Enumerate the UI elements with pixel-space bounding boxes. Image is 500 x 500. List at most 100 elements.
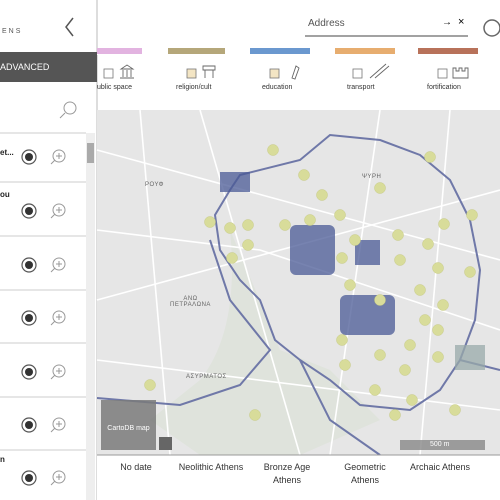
logo: ENS bbox=[2, 28, 23, 35]
checkbox[interactable] bbox=[103, 68, 114, 79]
site[interactable] bbox=[389, 409, 401, 421]
site[interactable] bbox=[226, 252, 238, 264]
radio-dot bbox=[25, 474, 33, 482]
map-label: ΑΣΥΡΜΑΤΟΣ bbox=[186, 374, 227, 380]
zoom-icon bbox=[50, 314, 62, 326]
site[interactable] bbox=[298, 169, 310, 181]
zoom-icon bbox=[50, 474, 62, 486]
site[interactable] bbox=[464, 266, 476, 278]
site[interactable] bbox=[414, 284, 426, 296]
period[interactable]: No date bbox=[120, 462, 152, 472]
zoom-icon[interactable] bbox=[52, 417, 66, 431]
checkbox[interactable] bbox=[269, 68, 280, 79]
scroll-thumb[interactable] bbox=[87, 143, 94, 163]
checkbox[interactable] bbox=[352, 68, 363, 79]
radio-dot bbox=[25, 207, 33, 215]
go-button[interactable]: → bbox=[442, 17, 452, 28]
site[interactable] bbox=[374, 349, 386, 361]
map-label: ΡΟΥΦ bbox=[145, 182, 164, 188]
settings-button[interactable] bbox=[159, 437, 172, 450]
site[interactable] bbox=[419, 314, 431, 326]
zoom-icon[interactable] bbox=[52, 203, 66, 217]
category-label[interactable]: education bbox=[262, 84, 293, 91]
site[interactable] bbox=[336, 252, 348, 264]
zoom-icon[interactable] bbox=[52, 257, 66, 271]
site[interactable] bbox=[344, 279, 356, 291]
sidebar bbox=[0, 0, 97, 500]
basemap-switch[interactable] bbox=[101, 400, 156, 450]
category-label[interactable]: transport bbox=[347, 84, 375, 91]
site[interactable] bbox=[404, 339, 416, 351]
site[interactable] bbox=[432, 351, 444, 363]
site[interactable] bbox=[432, 262, 444, 274]
zoom-icon[interactable] bbox=[52, 149, 66, 163]
radio-dot bbox=[25, 314, 33, 322]
site[interactable] bbox=[249, 409, 261, 421]
site[interactable] bbox=[466, 209, 478, 221]
attribution[interactable]: CartoDB map bbox=[107, 425, 150, 432]
icon bbox=[291, 65, 300, 80]
zoom-icon[interactable] bbox=[52, 364, 66, 378]
period[interactable]: Geometric Athens bbox=[344, 462, 386, 485]
site[interactable] bbox=[392, 229, 404, 241]
site[interactable] bbox=[424, 151, 436, 163]
site[interactable] bbox=[399, 364, 411, 376]
icon bbox=[369, 63, 390, 79]
site[interactable] bbox=[422, 238, 434, 250]
site[interactable] bbox=[204, 216, 216, 228]
site[interactable] bbox=[349, 234, 361, 246]
radio-dot bbox=[25, 261, 33, 269]
color-swatch bbox=[168, 48, 225, 54]
site[interactable] bbox=[242, 219, 254, 231]
site[interactable] bbox=[369, 384, 381, 396]
clear-button[interactable]: × bbox=[458, 16, 465, 28]
site[interactable] bbox=[144, 379, 156, 391]
site[interactable] bbox=[437, 299, 449, 311]
site[interactable] bbox=[304, 214, 316, 226]
item-label[interactable]: n bbox=[0, 455, 5, 464]
search-icon[interactable] bbox=[63, 101, 77, 115]
zoom-icon[interactable] bbox=[52, 310, 66, 324]
checkbox[interactable] bbox=[437, 68, 448, 79]
color-swatch bbox=[335, 48, 395, 54]
site[interactable] bbox=[432, 324, 444, 336]
item-label[interactable]: ou bbox=[0, 190, 10, 199]
radio-dot bbox=[25, 368, 33, 376]
category-label[interactable]: fortification bbox=[427, 84, 461, 91]
site[interactable] bbox=[394, 254, 406, 266]
period[interactable]: Bronze Age Athens bbox=[263, 462, 311, 485]
site[interactable] bbox=[336, 334, 348, 346]
site[interactable] bbox=[438, 218, 450, 230]
locate-button[interactable] bbox=[483, 19, 500, 37]
tab-label[interactable]: ADVANCED bbox=[0, 62, 50, 72]
site[interactable] bbox=[374, 182, 386, 194]
site[interactable] bbox=[334, 209, 346, 221]
zoom-icon bbox=[50, 421, 62, 433]
category-label[interactable]: religion/cult bbox=[176, 84, 212, 91]
site[interactable] bbox=[316, 189, 328, 201]
list bbox=[0, 149, 86, 486]
zoom-icon[interactable] bbox=[52, 470, 66, 484]
sites bbox=[144, 144, 478, 421]
map-label: ΑΝΩ ΠΕΤΡΑΛΩΝΑ bbox=[170, 296, 211, 308]
icon bbox=[452, 67, 469, 79]
collapse-button[interactable] bbox=[65, 17, 74, 37]
category-label[interactable]: ublic space bbox=[97, 84, 133, 91]
timeline bbox=[97, 455, 500, 500]
item-label[interactable]: et... bbox=[0, 148, 14, 157]
checkbox[interactable] bbox=[186, 68, 197, 79]
period[interactable]: Archaic Athens bbox=[409, 462, 471, 472]
site[interactable] bbox=[242, 239, 254, 251]
site[interactable] bbox=[279, 219, 291, 231]
period[interactable]: Neolithic Athens bbox=[178, 462, 244, 472]
site[interactable] bbox=[449, 404, 461, 416]
site[interactable] bbox=[374, 294, 386, 306]
address-input[interactable]: Address bbox=[308, 18, 345, 29]
site[interactable] bbox=[267, 144, 279, 156]
site[interactable] bbox=[339, 359, 351, 371]
tab[interactable] bbox=[0, 52, 97, 82]
site[interactable] bbox=[406, 394, 418, 406]
site[interactable] bbox=[224, 222, 236, 234]
